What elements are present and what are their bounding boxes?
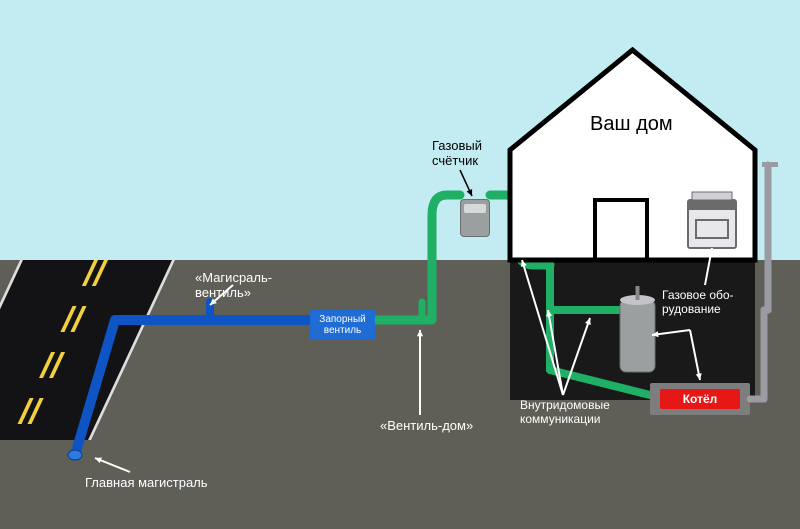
label-gas_meter: Газовый счётчик [432,138,482,168]
label-house_title: Ваш дом [590,113,673,136]
label-main_valve: «Магисраль- вентиль» [195,270,272,300]
label-main_pipe: Главная магистраль [85,475,208,490]
boiler-label: Котёл [660,389,740,409]
shutoff-valve-label: Запорный вентиль [310,310,375,340]
diagram-stage: Ваш дом Газовый счётчик «Магисраль- вентил… [0,0,800,529]
label-valve_house: «Вентиль-дом» [380,418,473,433]
label-in_house_comm: Внутридомовые коммуникации [520,398,610,426]
label-gas_equipment: Газовое обо- рудование [662,288,734,316]
gas-meter-display [464,204,486,213]
pipes-svg [0,0,800,529]
